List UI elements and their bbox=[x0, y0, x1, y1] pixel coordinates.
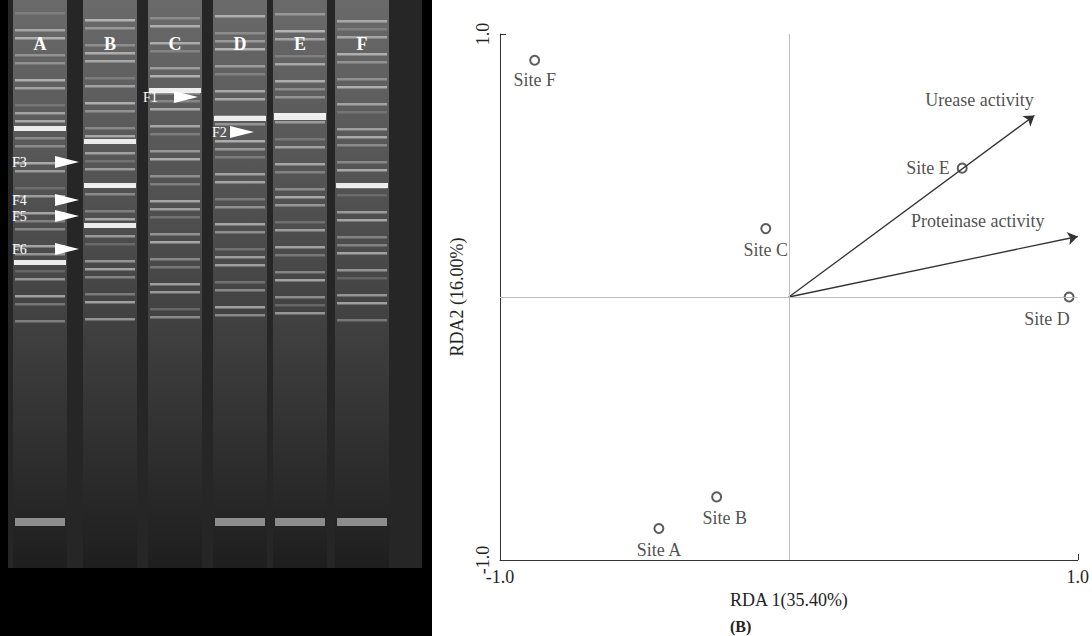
svg-text:Site D: Site D bbox=[1024, 309, 1070, 329]
svg-text:(B): (B) bbox=[730, 618, 751, 636]
svg-text:-1.0: -1.0 bbox=[486, 567, 515, 587]
svg-text:F3: F3 bbox=[12, 155, 27, 170]
svg-text:-1.0: -1.0 bbox=[473, 545, 493, 575]
svg-text:A: A bbox=[34, 34, 47, 54]
svg-text:1.0: 1.0 bbox=[473, 23, 493, 46]
svg-text:RDA 1(35.40%): RDA 1(35.40%) bbox=[730, 590, 848, 611]
svg-text:F2: F2 bbox=[212, 125, 227, 140]
svg-text:E: E bbox=[294, 34, 306, 54]
svg-text:Site F: Site F bbox=[513, 70, 556, 90]
svg-text:Proteinase activity: Proteinase activity bbox=[911, 211, 1044, 231]
svg-text:F5: F5 bbox=[12, 209, 27, 224]
svg-text:Site B: Site B bbox=[702, 508, 747, 528]
svg-text:Urease activity: Urease activity bbox=[925, 90, 1033, 110]
svg-text:F6: F6 bbox=[12, 242, 27, 257]
svg-text:1.0: 1.0 bbox=[1067, 567, 1090, 587]
svg-text:C: C bbox=[169, 34, 182, 54]
svg-text:Site A: Site A bbox=[637, 540, 682, 560]
svg-text:F: F bbox=[357, 34, 368, 54]
svg-text:Site E: Site E bbox=[906, 158, 950, 178]
svg-text:F1: F1 bbox=[143, 90, 158, 105]
svg-text:Site C: Site C bbox=[744, 240, 789, 260]
svg-text:RDA2 (16.00%): RDA2 (16.00%) bbox=[447, 238, 468, 357]
svg-text:B: B bbox=[104, 34, 116, 54]
svg-text:D: D bbox=[234, 34, 247, 54]
svg-text:F4: F4 bbox=[12, 193, 27, 208]
